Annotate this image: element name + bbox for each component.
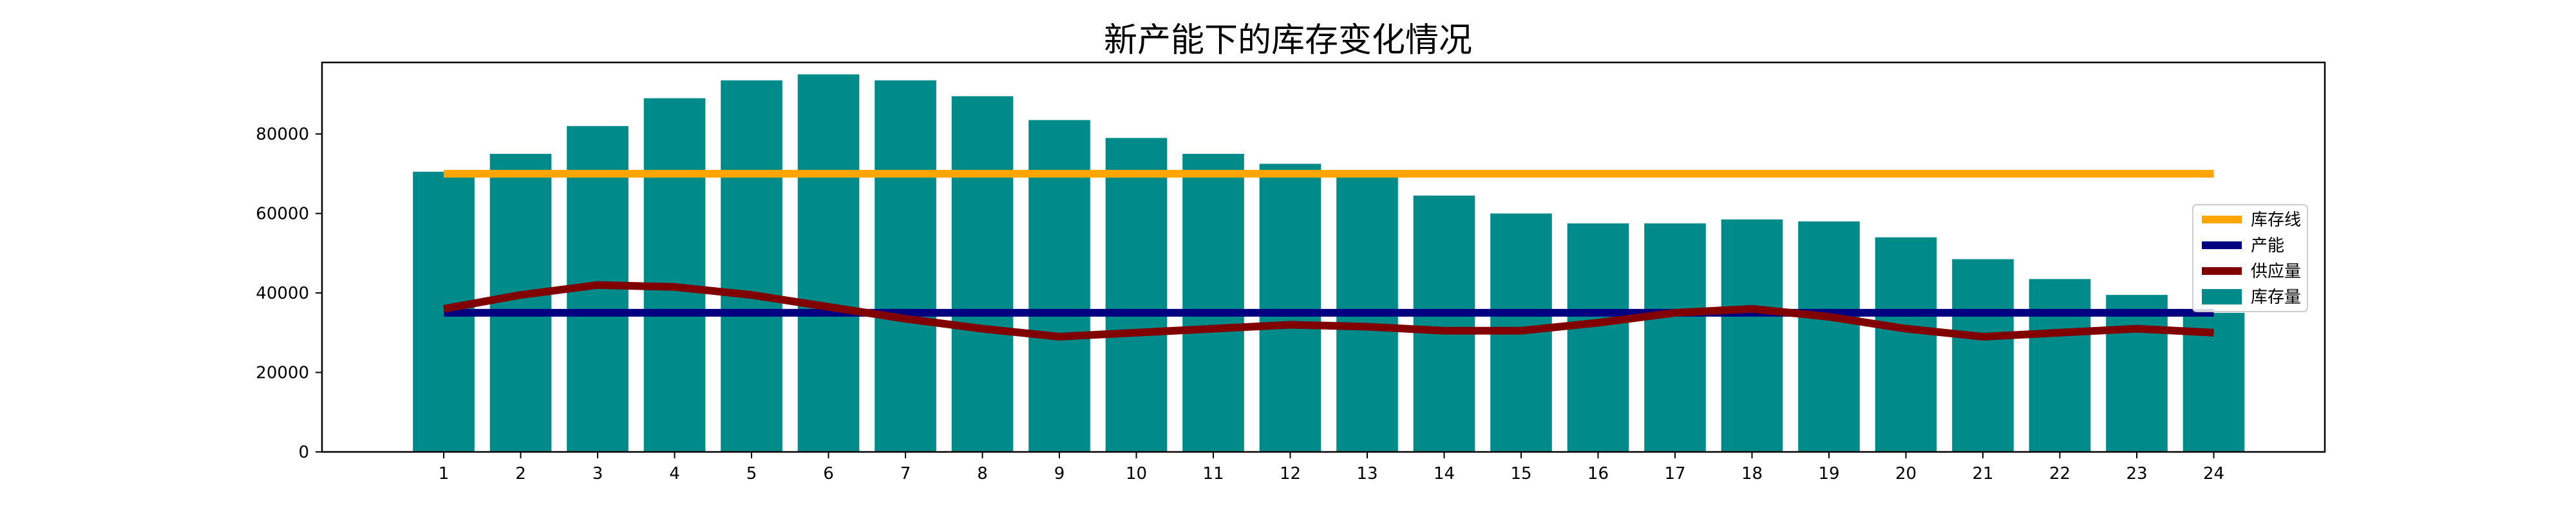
- x-tick-label: 5: [746, 464, 757, 483]
- x-tick-label: 8: [977, 464, 988, 483]
- x-tick-label: 10: [1126, 464, 1147, 483]
- x-tick-label: 12: [1280, 464, 1301, 483]
- bar: [1028, 120, 1090, 452]
- x-tick-label: 2: [515, 464, 526, 483]
- x-tick-label: 16: [1587, 464, 1609, 483]
- bar: [2106, 295, 2168, 452]
- x-tick-label: 11: [1202, 464, 1224, 483]
- x-tick-label: 24: [2203, 464, 2224, 483]
- line-group: [442, 169, 2214, 341]
- plot-frame: [321, 61, 2326, 453]
- x-tick-label: 18: [1741, 464, 1763, 483]
- x-tick-label: 23: [2126, 464, 2147, 483]
- legend-label: 供应量: [2251, 262, 2301, 281]
- x-tick-label: 6: [823, 464, 834, 483]
- y-tick-label: 0: [298, 443, 309, 462]
- x-tick-label: 21: [1972, 464, 1993, 483]
- bar: [875, 80, 936, 452]
- legend-label: 库存线: [2251, 211, 2301, 230]
- x-tick-label: 1: [439, 464, 450, 483]
- x-tick-label: 9: [1054, 464, 1065, 483]
- x-tick-label: 7: [900, 464, 911, 483]
- legend-swatch: [2202, 289, 2242, 304]
- x-tick-label: 22: [2049, 464, 2070, 483]
- x-tick-label: 13: [1356, 464, 1378, 483]
- bar: [1875, 237, 1937, 452]
- y-tick-label: 80000: [256, 125, 309, 144]
- bar: [1259, 164, 1321, 452]
- bar: [1105, 138, 1168, 453]
- y-tick-label: 60000: [256, 205, 309, 224]
- x-tick-label: 19: [1818, 464, 1839, 483]
- axes: 1 2 3 4 5 6 7 8 9 10 11 12 13 14 15 16 17 18 19 20 21 22 23 240…: [256, 61, 2326, 483]
- bar: [1798, 221, 1860, 452]
- x-tick-label: 3: [592, 464, 603, 483]
- series-line: [442, 281, 2214, 341]
- bar: [1952, 259, 2014, 452]
- bar-group: [413, 74, 2245, 453]
- bar: [1182, 153, 1244, 452]
- bar: [721, 80, 782, 452]
- bar: [643, 98, 706, 452]
- legend-label: 产能: [2251, 236, 2284, 256]
- bar: [1721, 219, 1783, 452]
- bar: [797, 74, 860, 453]
- x-tick-label: 17: [1664, 464, 1685, 483]
- bar: [1644, 223, 1706, 452]
- x-tick-label: 14: [1434, 464, 1455, 483]
- x-tick-label: 20: [1895, 464, 1917, 483]
- bar: [2029, 279, 2091, 452]
- x-tick-label: 15: [1510, 464, 1531, 483]
- bar: [489, 153, 552, 452]
- x-tick-label: 4: [669, 464, 680, 483]
- bar: [1413, 195, 1475, 452]
- chart-title: 新产能下的库存变化情况: [1103, 21, 1472, 60]
- bar: [1567, 223, 1629, 452]
- bar: [2183, 312, 2245, 452]
- legend-label: 库存量: [2251, 288, 2301, 307]
- legend-box: [2192, 204, 2308, 312]
- y-tick-label: 20000: [256, 364, 309, 383]
- bar: [951, 96, 1014, 452]
- y-tick-label: 40000: [256, 284, 309, 303]
